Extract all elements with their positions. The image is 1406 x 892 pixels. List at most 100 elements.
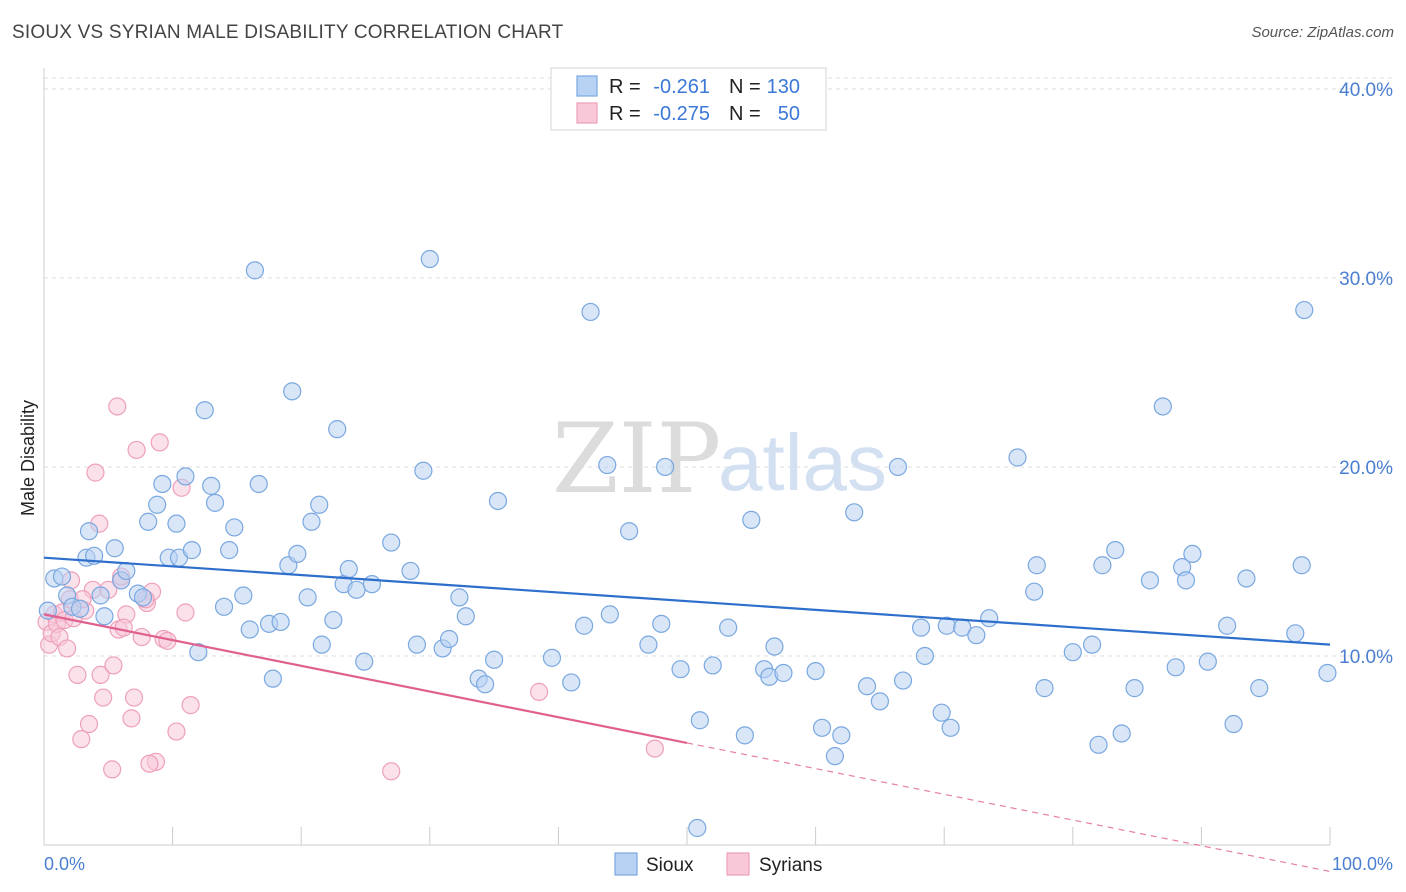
y-tick-label: 40.0% <box>1339 80 1393 101</box>
syrian-point <box>176 603 195 622</box>
sioux-point <box>870 692 890 711</box>
y-axis-label: Male Disability <box>18 400 38 516</box>
watermark-zip: ZIP <box>552 403 721 515</box>
x-tick-label: 100.0% <box>1332 854 1393 874</box>
syrian-point <box>104 656 123 675</box>
watermark: ZIP atlas <box>552 403 887 515</box>
syrian-point <box>127 440 146 460</box>
source-label: Source: ZipAtlas.com <box>1251 24 1394 41</box>
y-tick-label: 10.0% <box>1339 647 1393 668</box>
sioux-point <box>38 601 57 620</box>
syrian-point <box>150 433 169 452</box>
syrian-point <box>91 665 110 684</box>
sioux-point <box>1198 652 1217 671</box>
sioux-point <box>176 467 195 486</box>
sioux-point <box>105 539 124 558</box>
syrian-point <box>108 397 127 416</box>
sioux-point <box>420 249 439 269</box>
sioux-point <box>245 261 265 280</box>
bottom-legend-swatch-sioux <box>614 852 638 876</box>
sioux-point <box>581 302 600 322</box>
sioux-point <box>600 605 619 624</box>
sioux-point <box>214 597 234 616</box>
sioux-point <box>475 675 495 694</box>
sioux-point <box>1250 679 1269 698</box>
sioux-point <box>298 588 317 607</box>
sioux-point <box>915 646 935 666</box>
sioux-point <box>1166 658 1185 677</box>
sioux-point <box>189 643 208 662</box>
sioux-point <box>52 567 72 586</box>
sioux-point <box>832 726 851 745</box>
sioux-point <box>167 514 186 533</box>
sioux-point <box>774 663 793 683</box>
legend-swatch-syrian <box>576 102 598 124</box>
sioux-point <box>355 652 374 671</box>
sioux-point <box>182 541 201 560</box>
legend-n-label: N = <box>729 103 761 125</box>
syrian-point <box>124 688 144 707</box>
legend-r-label: R = <box>609 103 641 125</box>
sioux-point <box>439 629 459 649</box>
sioux-point <box>202 476 221 495</box>
sioux-point <box>1112 724 1131 743</box>
sioux-point <box>1027 556 1046 575</box>
sioux-point <box>690 711 709 730</box>
sioux-point <box>1286 624 1305 643</box>
tick-labels: 10.0% 20.0% 30.0% 40.0% 0.0% 100.0% <box>44 80 1393 874</box>
sioux-point <box>148 495 167 514</box>
sioux-point <box>542 648 562 667</box>
sioux-point <box>401 561 420 581</box>
syrian-point <box>181 696 200 715</box>
sioux-point <box>1093 556 1112 575</box>
y-tick-label: 20.0% <box>1339 458 1393 479</box>
sioux-point <box>328 420 347 439</box>
sioux-point <box>271 612 290 632</box>
sioux-point <box>980 609 999 628</box>
sioux-point <box>1063 643 1082 662</box>
sioux-point <box>485 650 504 669</box>
syrian-point <box>79 714 99 734</box>
syrian-point <box>140 754 159 773</box>
sioux-point <box>652 614 671 633</box>
sioux-point <box>117 561 136 581</box>
sioux-trend-line <box>43 556 1331 646</box>
legend-n-value: 130 <box>767 76 800 98</box>
sioux-point <box>407 635 427 654</box>
syrian-trend-line-extension <box>686 742 1331 873</box>
sioux-point <box>324 610 343 630</box>
sioux-point <box>288 544 307 564</box>
sioux-point <box>1035 679 1054 698</box>
sioux-point <box>1176 571 1196 590</box>
syrian-point <box>382 762 401 781</box>
sioux-point <box>941 718 960 737</box>
sioux-point <box>1025 582 1044 601</box>
legend-r-value: -0.261 <box>653 76 710 98</box>
chart-title: SIOUX VS SYRIAN MALE DISABILITY CORRELAT… <box>12 22 564 43</box>
watermark-atlas: atlas <box>718 418 887 507</box>
sioux-point <box>153 474 172 494</box>
sioux-point <box>205 493 225 512</box>
sioux-point <box>263 669 283 688</box>
sioux-point <box>857 677 877 696</box>
sioux-point <box>719 618 738 637</box>
sioux-point <box>283 382 302 401</box>
sioux-point <box>234 586 253 605</box>
sioux-point <box>688 818 707 838</box>
legend-n-value: 50 <box>778 103 800 125</box>
sioux-point <box>1082 635 1102 654</box>
sioux-point <box>139 512 158 531</box>
syrian-trend-line <box>43 613 688 745</box>
sioux-point <box>220 541 239 560</box>
sioux-point <box>249 474 268 494</box>
legend-box: R = -0.261 N = 130 R = -0.275 N = 50 <box>550 67 827 131</box>
bottom-legend-swatch-syrian <box>726 852 750 876</box>
sioux-points <box>38 249 1337 838</box>
sioux-point <box>240 620 259 639</box>
sioux-point <box>362 575 382 594</box>
sioux-point <box>639 635 658 654</box>
legend-r-label: R = <box>609 76 641 98</box>
syrian-point <box>68 665 87 684</box>
sioux-point <box>302 512 321 531</box>
sioux-point <box>1106 541 1125 560</box>
